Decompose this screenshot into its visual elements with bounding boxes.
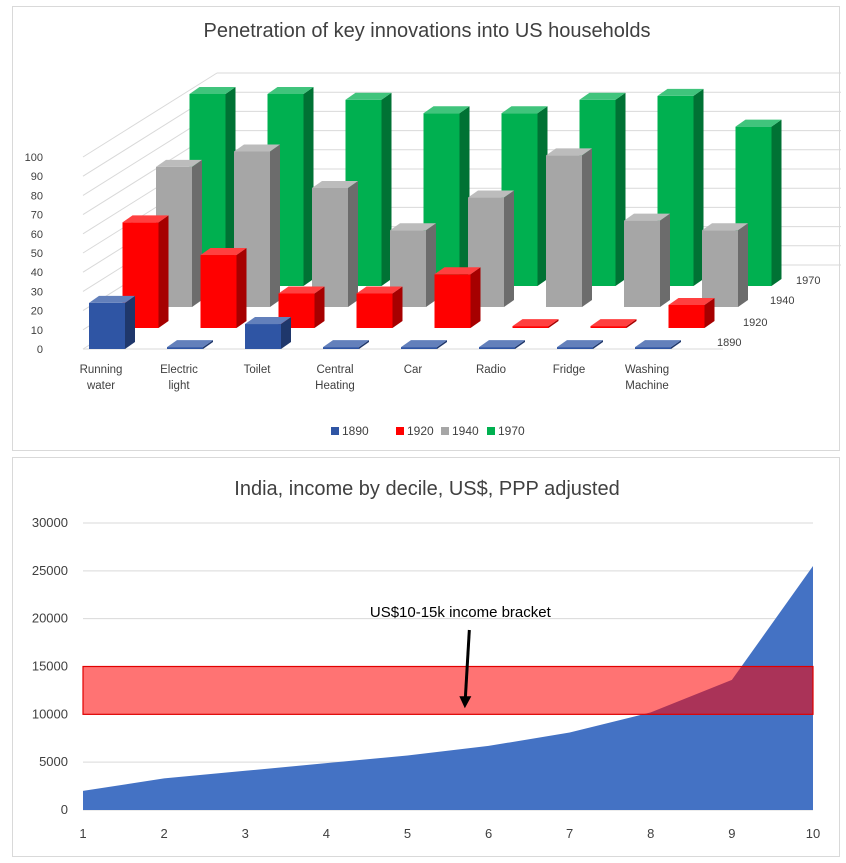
category-label: Electric: [160, 364, 198, 376]
annotation-arrowhead: [459, 696, 472, 709]
x-tick-label: 10: [806, 826, 820, 841]
bar-1890-3: [323, 340, 369, 349]
y-tick-label: 0: [37, 344, 43, 356]
legend-item-1970: 1970: [487, 424, 525, 438]
x-tick-label: 5: [404, 826, 411, 841]
y-tick-label: 25000: [32, 563, 68, 578]
side-wall-gridline: [82, 72, 218, 158]
bar-1940-7: [702, 223, 748, 307]
legend-item-1940: 1940: [441, 424, 479, 438]
category-label: Toilet: [244, 364, 272, 376]
chart-title: Penetration of key innovations into US h…: [204, 20, 651, 42]
legend-swatch: [331, 427, 339, 435]
innovations-3d-bar-chart: Penetration of key innovations into US h…: [25, 20, 841, 438]
x-tick-label: 7: [566, 826, 573, 841]
bar-1920-7: [668, 297, 715, 328]
legend-label: 1890: [342, 424, 369, 438]
bar-1920-5: [512, 319, 559, 328]
depth-axis-label: 1890: [717, 337, 741, 349]
y-tick-label: 80: [31, 190, 43, 202]
y-tick-label: 15000: [32, 659, 68, 674]
y-tick-label: 60: [31, 229, 43, 241]
bar-1940-6: [624, 213, 670, 307]
x-tick-label: 9: [728, 826, 735, 841]
bar-1940-1: [234, 144, 280, 307]
legend-swatch: [396, 427, 404, 435]
india-income-area-chart: India, income by decile, US$, PPP adjust…: [32, 478, 820, 841]
category-label: Heating: [315, 380, 355, 392]
y-tick-label: 5000: [39, 754, 68, 769]
bar-1920-1: [200, 248, 247, 328]
y-tick-label: 70: [31, 210, 43, 222]
y-tick-label: 50: [31, 248, 43, 260]
depth-axis-label: 1940: [770, 295, 794, 307]
income-bracket-band: [82, 665, 814, 715]
bar-1890-7: [635, 340, 681, 349]
legend-swatch: [487, 427, 495, 435]
bar-1920-3: [356, 286, 403, 328]
legend-swatch: [441, 427, 449, 435]
depth-axis-label: 1920: [743, 317, 767, 329]
legend-item-1920: 1920: [396, 424, 434, 438]
bar-1940-4: [468, 190, 514, 307]
income-area-series: [83, 566, 813, 810]
bar-1940-2: [312, 180, 358, 307]
x-tick-label: 4: [323, 826, 330, 841]
legend-label: 1970: [498, 424, 525, 438]
category-label: Fridge: [553, 364, 586, 376]
bar-1890-4: [401, 340, 447, 349]
y-tick-label: 20000: [32, 611, 68, 626]
category-label: Machine: [625, 380, 668, 392]
category-label: Central: [316, 364, 353, 376]
category-label: Car: [404, 364, 423, 376]
bar-1890-5: [479, 340, 525, 349]
chart-title: India, income by decile, US$, PPP adjust…: [234, 478, 619, 500]
depth-axis-label: 1970: [796, 275, 820, 287]
category-label: Washing: [625, 364, 669, 376]
x-tick-label: 1: [79, 826, 86, 841]
category-label: Radio: [476, 364, 506, 376]
legend-label: 1940: [452, 424, 479, 438]
x-tick-label: 6: [485, 826, 492, 841]
y-tick-label: 0: [61, 802, 68, 817]
bar-1890-0: [89, 295, 135, 349]
legend-item-1890: 1890: [331, 424, 369, 438]
y-tick-label: 30000: [32, 515, 68, 530]
category-label: water: [86, 380, 115, 392]
y-tick-label: 20: [31, 306, 43, 318]
y-tick-label: 10: [31, 325, 43, 337]
bar-1920-4: [434, 267, 481, 328]
bar-1920-0: [122, 215, 169, 328]
bar-1890-2: [245, 317, 291, 349]
x-tick-label: 8: [647, 826, 654, 841]
bar-1890-6: [557, 340, 603, 349]
bar-1940-5: [546, 148, 592, 307]
x-tick-label: 3: [242, 826, 249, 841]
category-label: light: [168, 380, 190, 392]
chart-panel-innovations: Penetration of key innovations into US h…: [12, 6, 841, 451]
bar-1920-6: [590, 319, 637, 328]
chart-panel-india-income: India, income by decile, US$, PPP adjust…: [12, 457, 840, 857]
y-tick-label: 10000: [32, 706, 68, 721]
annotation-arrow: [463, 629, 471, 699]
bar-1890-1: [167, 340, 213, 349]
category-label: Running: [80, 364, 123, 376]
annotation-text: US$10-15k income bracket: [370, 604, 552, 621]
y-tick-label: 100: [25, 152, 43, 164]
y-tick-label: 90: [31, 171, 43, 183]
x-tick-label: 2: [160, 826, 167, 841]
legend-label: 1920: [407, 424, 434, 438]
y-tick-label: 30: [31, 286, 43, 298]
y-tick-label: 40: [31, 267, 43, 279]
